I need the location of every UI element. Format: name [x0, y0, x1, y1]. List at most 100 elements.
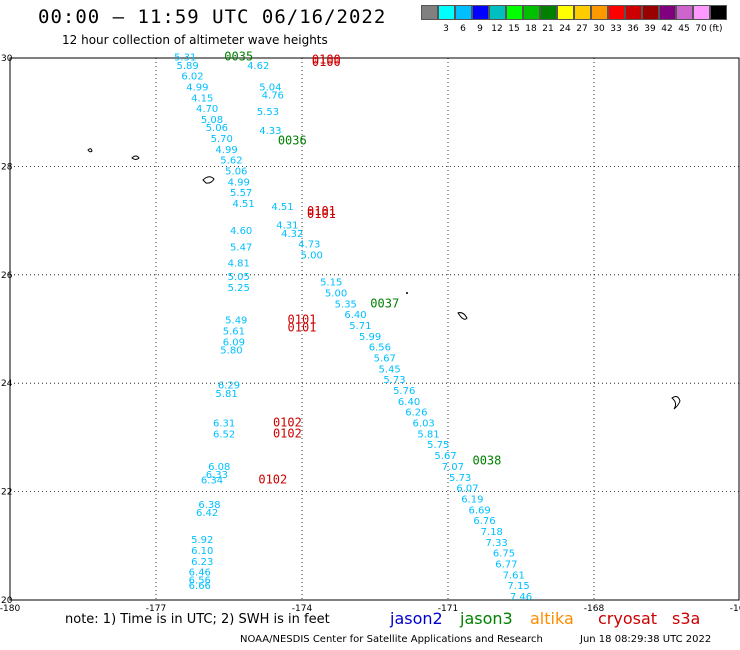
legend-swatch: [438, 5, 455, 20]
wave-height-value: 4.33: [259, 126, 281, 137]
wave-height-value: 6.26: [405, 408, 427, 419]
wave-height-value: 5.73: [449, 473, 471, 484]
island-outline: [87, 148, 93, 153]
wave-height-value: 5.75: [427, 440, 449, 451]
wave-height-value: 4.62: [247, 61, 269, 72]
wave-height-value: 7.46: [510, 592, 532, 603]
wave-height-value: 5.06: [206, 123, 228, 134]
wave-height-value: 6.52: [213, 429, 235, 440]
legend-tick-label: 45: [678, 24, 690, 34]
legend-tick-label: 70: [695, 24, 707, 34]
legend-tick-label: 24: [559, 24, 571, 34]
wave-height-value: 6.02: [181, 72, 203, 83]
wave-height-value: 4.31: [276, 221, 298, 232]
wave-height-value: 4.73: [298, 240, 320, 251]
legend-swatch: [455, 5, 472, 20]
pass-time-label: 0102: [273, 426, 302, 440]
legend-swatch: [557, 5, 574, 20]
pass-time-label: 0037: [370, 296, 399, 310]
pass-time-label: 0102: [258, 472, 287, 486]
pass-time-label: 0100: [312, 52, 341, 66]
wave-height-value: 6.08: [208, 462, 230, 473]
x-tick-label: -171: [438, 604, 458, 614]
satellite-name-altika: altika: [530, 609, 574, 628]
wave-height-value: 6.34: [201, 475, 223, 486]
legend-tick-label: 42: [661, 24, 673, 34]
island-outline: [131, 155, 140, 160]
wave-height-value: 5.92: [191, 535, 213, 546]
footnote: note: 1) Time is in UTC; 2) SWH is in fe…: [65, 612, 330, 627]
legend-tick-label: 33: [610, 24, 622, 34]
wave-height-value: 6.76: [473, 516, 495, 527]
legend-swatch: [659, 5, 676, 20]
wave-height-value: 5.71: [349, 321, 371, 332]
satellite-name-jason3: jason3: [460, 609, 513, 628]
y-tick-label: 28: [1, 162, 13, 172]
wave-height-value: 6.09: [223, 337, 245, 348]
wave-height-value: 5.89: [177, 61, 199, 72]
wave-height-value: 6.10: [191, 546, 213, 557]
wave-height-value: 4.51: [232, 199, 254, 210]
wave-height-value: 4.51: [271, 202, 293, 213]
legend-swatch: [710, 5, 727, 20]
wave-height-value: 5.67: [374, 354, 396, 365]
wave-height-value: 6.38: [198, 500, 220, 511]
wave-height-value: 5.81: [417, 429, 439, 440]
pass-time-label: 0036: [278, 134, 307, 148]
legend-tick-label: 27: [576, 24, 588, 34]
wave-height-value: 5.00: [325, 288, 347, 299]
wave-height-value: 6.31: [213, 419, 235, 430]
wave-height-value: 5.80: [220, 345, 242, 356]
legend-tick-label: 6: [460, 24, 466, 34]
plot-frame: [9, 57, 740, 601]
legend-tick-label: 9: [477, 24, 483, 34]
x-tick-label: -165: [730, 604, 740, 614]
wave-height-value: 5.05: [228, 272, 250, 283]
wave-height-value: 6.77: [495, 559, 517, 570]
x-tick-label: -180: [0, 604, 20, 614]
island-outline: [457, 312, 468, 320]
legend-tick-label: 30: [593, 24, 605, 34]
wave-height-value: 6.56: [189, 576, 211, 587]
wave-height-value: 6.40: [398, 397, 420, 408]
wave-height-value: 5.73: [383, 375, 405, 386]
wave-height-value: 6.56: [369, 343, 391, 354]
wave-height-value: 5.61: [223, 326, 245, 337]
x-tick-label: -174: [292, 604, 313, 614]
legend-tick-label: 18: [525, 24, 537, 34]
wave-height-value: 6.03: [413, 419, 435, 430]
wave-height-value: 4.70: [196, 104, 218, 115]
legend-swatch: [421, 5, 438, 20]
legend-swatch: [625, 5, 642, 20]
island-dot: [406, 292, 408, 294]
pass-time-label: 0101: [307, 207, 336, 221]
wave-height-value: 6.75: [493, 549, 515, 560]
wave-height-value: 5.81: [215, 389, 237, 400]
wave-height-value: 7.61: [503, 570, 525, 581]
wave-height-value: 5.49: [225, 316, 247, 327]
wave-height-value: 7.15: [507, 581, 529, 592]
wave-height-value: 4.60: [230, 226, 252, 237]
satellite-name-cryosat: cryosat: [598, 609, 658, 628]
wave-height-value: 6.19: [461, 494, 483, 505]
wave-height-value: 5.15: [320, 278, 342, 289]
wave-height-value: 6.40: [344, 310, 366, 321]
wave-height-value: 5.25: [228, 283, 250, 294]
y-tick-label: 22: [1, 488, 12, 498]
legend-unit: (ft): [709, 24, 723, 34]
wave-height-value: 7.07: [442, 462, 464, 473]
wave-height-value: 6.23: [191, 557, 213, 568]
wave-height-value: 5.45: [378, 364, 400, 375]
chart-subtitle: 12 hour collection of altimeter wave hei…: [62, 33, 328, 47]
wave-height-value: 7.18: [481, 527, 503, 538]
legend-swatch: [523, 5, 540, 20]
y-tick-label: 24: [1, 379, 13, 389]
wave-height-value: 5.47: [230, 242, 252, 253]
pass-time-label: 0101: [307, 204, 336, 218]
wave-height-value: 6.46: [189, 568, 211, 579]
legend-tick-label: 39: [644, 24, 656, 34]
wave-height-value: 6.66: [189, 581, 211, 592]
legend-tick-label: 15: [508, 24, 520, 34]
wave-height-value: 5.31: [174, 53, 196, 64]
